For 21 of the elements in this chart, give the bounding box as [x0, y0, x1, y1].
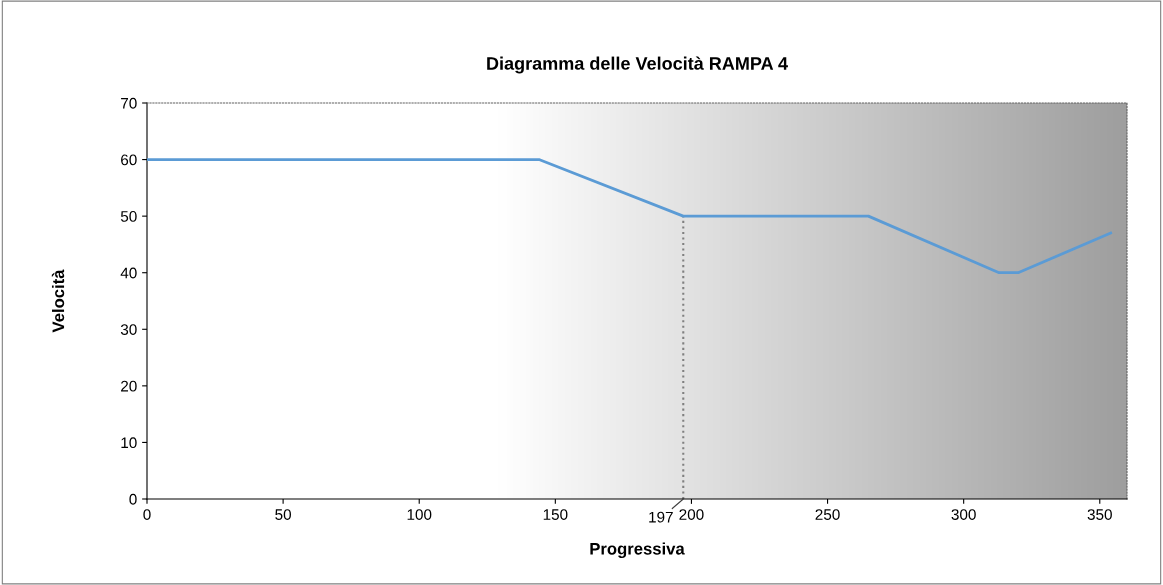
- x-tick-label: 100: [407, 509, 432, 520]
- y-tick-label: 20: [121, 380, 137, 392]
- x-tick-label: 250: [815, 509, 840, 520]
- y-tick-label: 70: [121, 97, 137, 109]
- y-tick-label: 60: [121, 154, 137, 166]
- x-tick-label: 0: [143, 509, 151, 520]
- x-tick-label: 200: [679, 509, 704, 520]
- y-tick-label: 30: [120, 324, 137, 335]
- x-tick-label: 50: [275, 509, 292, 520]
- ref-line-label: 197: [649, 511, 673, 523]
- y-tick-label: 40: [120, 267, 137, 279]
- x-tick-label: 350: [1087, 509, 1112, 520]
- line-series: [147, 158, 1113, 275]
- x-tick-label: 300: [951, 509, 976, 520]
- y-tick-label: 10: [121, 437, 137, 449]
- chart-title: Diagramma delle Velocità RAMPA 4: [487, 56, 788, 74]
- x-axis-title: Progressiva: [590, 542, 685, 559]
- x-tick-label: 150: [543, 509, 568, 520]
- y-tick-label: 0: [129, 493, 137, 505]
- y-tick-label: 50: [120, 211, 137, 222]
- y-axis-title: Velocità: [51, 269, 65, 333]
